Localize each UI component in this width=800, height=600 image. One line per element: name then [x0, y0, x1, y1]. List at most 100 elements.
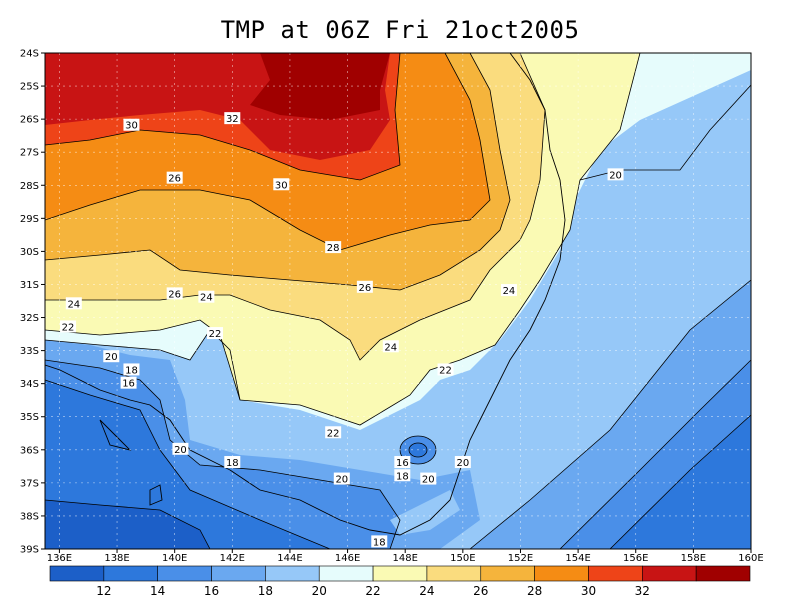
lat-tick-label: 36S: [20, 445, 39, 456]
lon-tick-label: 136E: [47, 553, 72, 564]
contour-label: 26: [168, 174, 181, 185]
band-max: [250, 53, 390, 120]
contour-label-bg: [207, 327, 224, 340]
contour-label: 24: [384, 342, 397, 353]
contour-label-bg: [123, 118, 140, 131]
band-14-16: [610, 415, 751, 549]
contour-label-bg: [371, 535, 388, 548]
contour-label: 24: [200, 293, 213, 304]
contour-label-bg: [166, 287, 183, 300]
contour-label: 20: [174, 445, 187, 456]
lat-tick-label: 37S: [20, 478, 39, 489]
lat-tick-label: 25S: [20, 82, 39, 93]
contour-label: 22: [439, 365, 452, 376]
colorbar-swatch: [318, 565, 374, 582]
lat-tick-label: 24S: [20, 49, 39, 60]
contour-label-bg: [394, 456, 411, 469]
contour-label-bg: [172, 442, 189, 455]
band-12-14: [45, 500, 210, 549]
contour-label-bg: [420, 472, 437, 485]
contour-label-bg: [454, 456, 471, 469]
lat-tick-label: 31S: [20, 280, 39, 291]
contour-label: 24: [503, 286, 516, 297]
lat-tick-label: 33S: [20, 346, 39, 357]
contour-label-bg: [333, 472, 350, 485]
lon-tick-label: 138E: [104, 553, 129, 564]
lat-tick-label: 38S: [20, 511, 39, 522]
contour-label: 20: [105, 352, 118, 363]
contour-label: 22: [209, 329, 222, 340]
contour-label-bg: [325, 426, 342, 439]
contour-lines: [45, 53, 751, 549]
colorbar-label: 12: [96, 584, 111, 598]
contour-label: 20: [456, 458, 469, 469]
contour-label-bg: [500, 284, 517, 297]
axis-ticks: 24S 25S 26S 27S 28S 29S 30S 31S 32S 33S 34S 35S 36S 3…: [20, 49, 764, 565]
colorbar-label: 22: [365, 584, 380, 598]
colorbar-swatch: [534, 565, 589, 582]
lon-tick-label: 140E: [162, 553, 187, 564]
contour-label-bg: [224, 112, 241, 125]
contour-label-bg: [224, 456, 241, 469]
lat-tick-label: 39S: [20, 545, 39, 556]
contour-label-bg: [123, 363, 140, 376]
contour-label: 26: [168, 289, 181, 300]
colorbar-swatch: [695, 565, 751, 582]
colorbar-label: 20: [312, 584, 327, 598]
contour-label: 32: [226, 114, 239, 125]
colorbar-label: 16: [204, 584, 219, 598]
colorbar-swatch: [372, 565, 428, 582]
contour-label-bg: [166, 171, 183, 184]
lat-tick-label: 32S: [20, 313, 39, 324]
colorbar-swatch: [157, 565, 212, 582]
colorbar-label: 32: [635, 584, 650, 598]
lon-tick-label: 156E: [623, 553, 648, 564]
lon-tick-label: 146E: [335, 553, 360, 564]
plot-frame: [44, 52, 752, 550]
contour-label: 18: [226, 458, 239, 469]
lon-tick-label: 160E: [738, 553, 763, 564]
colorbar-label: 24: [419, 584, 434, 598]
colorbar-label: 18: [258, 584, 273, 598]
colorbar-swatch: [588, 565, 643, 582]
contour-label: 18: [125, 365, 138, 376]
contour-label: 30: [275, 180, 288, 191]
colorbar-label: 26: [473, 584, 488, 598]
colorbar: 12 14 16 18 20 22 24 26 28 30 32: [49, 565, 751, 598]
lat-tick-label: 34S: [20, 379, 39, 390]
lat-tick-label: 35S: [20, 412, 39, 423]
colorbar-swatch: [49, 565, 105, 582]
contour-label-bg: [325, 241, 342, 254]
contour-label: 22: [62, 322, 75, 333]
contour-label-bg: [382, 340, 399, 353]
lon-tick-label: 144E: [277, 553, 302, 564]
lat-tick-label: 26S: [20, 115, 39, 126]
colorbar-swatch: [211, 565, 266, 582]
colorbar-label: 30: [581, 584, 596, 598]
contour-label: 26: [358, 283, 371, 294]
contour-label: 24: [67, 299, 80, 310]
contour-label-bg: [394, 469, 411, 482]
colorbar-swatch: [265, 565, 320, 582]
map-title: TMP at 06Z Fri 21oct2005: [220, 16, 580, 44]
contour-label: 16: [122, 379, 135, 390]
contour-label: 20: [335, 475, 348, 486]
colorbar-swatch: [103, 565, 158, 582]
contour-label-bg: [437, 363, 454, 376]
contour-label: 20: [422, 475, 435, 486]
contour-labels: 30 32 26 30 28 26 24 26 24 24 22 22 20 24 18 22 16 22 20 18…: [60, 112, 624, 548]
lat-tick-label: 29S: [20, 214, 39, 225]
contour-label-bg: [607, 168, 624, 181]
lon-tick-label: 154E: [565, 553, 590, 564]
grid-lines: [45, 53, 751, 549]
lon-tick-label: 150E: [450, 553, 475, 564]
colorbar-swatch: [642, 565, 697, 582]
contour-label: 18: [373, 537, 386, 548]
colorbar-label: 28: [527, 584, 542, 598]
contour-label-bg: [273, 178, 290, 191]
lon-tick-label: 152E: [508, 553, 533, 564]
contour-label: 28: [327, 243, 340, 254]
colorbar-label: 14: [150, 584, 165, 598]
lat-tick-label: 28S: [20, 181, 39, 192]
